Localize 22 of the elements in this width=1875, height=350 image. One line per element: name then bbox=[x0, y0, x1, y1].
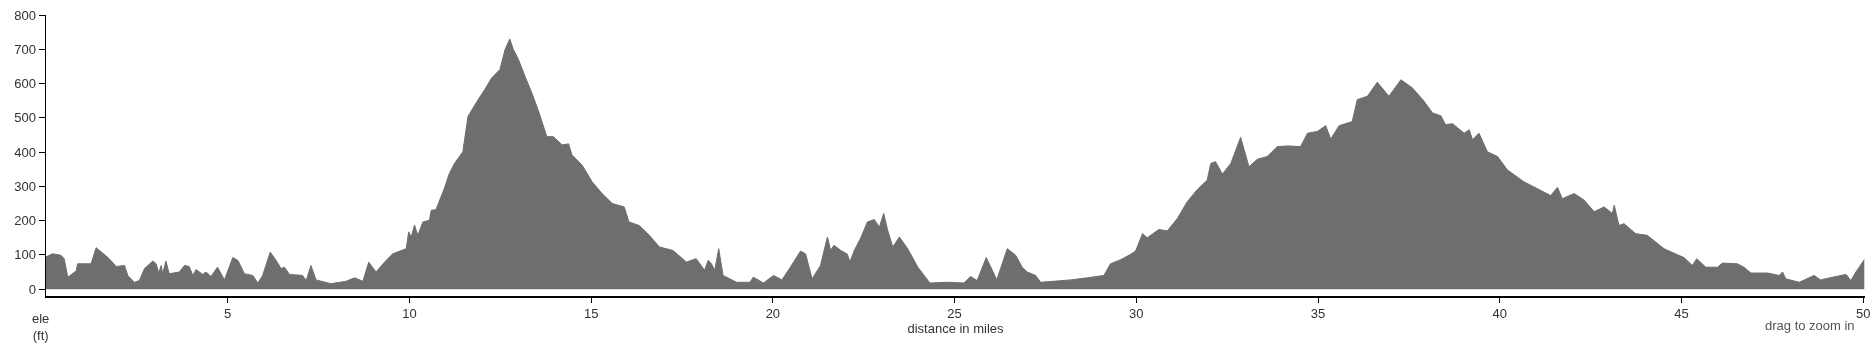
x-tick-label: 45 bbox=[1674, 306, 1689, 322]
y-tick-label: 100 bbox=[14, 247, 36, 263]
x-tick-label: 15 bbox=[583, 306, 599, 322]
y-tick-label: 200 bbox=[14, 213, 36, 229]
x-tick-label: 5 bbox=[224, 306, 232, 322]
text: drag to zoom in bbox=[1765, 318, 1855, 333]
y-tick-label: 700 bbox=[14, 41, 36, 57]
y-tick-label: 500 bbox=[14, 110, 36, 126]
y-tick-label: 0 bbox=[28, 281, 36, 297]
x-tick-label: 50 bbox=[1855, 306, 1871, 322]
y-tick-label: 800 bbox=[14, 7, 36, 23]
x-tick-label: 10 bbox=[402, 306, 417, 322]
y-tick-label: 600 bbox=[14, 76, 36, 92]
x-tick-label: 25 bbox=[947, 306, 962, 322]
x-axis-title: distance in miles bbox=[907, 321, 1005, 337]
y-tick-label: 400 bbox=[14, 144, 36, 160]
x-tick-label: 35 bbox=[1310, 306, 1326, 322]
x-tick-label: 20 bbox=[765, 306, 781, 322]
y-tick-label: 300 bbox=[14, 178, 36, 194]
x-tick-label: 40 bbox=[1492, 306, 1507, 322]
x-tick-label: 30 bbox=[1129, 306, 1144, 322]
y-axis-title: ele (ft) bbox=[32, 311, 50, 343]
